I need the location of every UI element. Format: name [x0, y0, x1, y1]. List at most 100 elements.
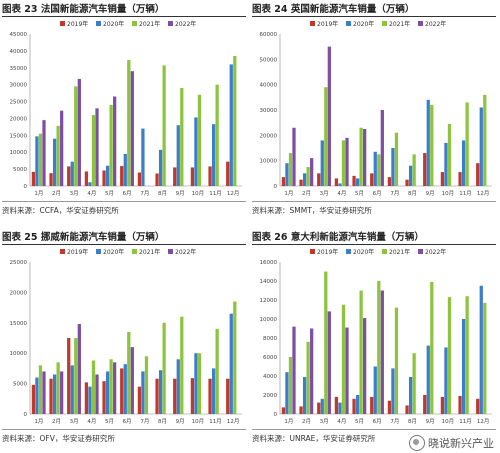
x-tick-label: 3月 — [70, 418, 79, 425]
panel-norway: 图表 25 挪威新能源汽车销量（万辆） 2019年 2020年 2021年 2022年… — [0, 228, 250, 453]
bar — [302, 173, 307, 186]
bar — [158, 149, 163, 186]
bar — [324, 271, 328, 414]
bar — [194, 353, 198, 414]
bar — [281, 407, 286, 414]
bar — [359, 290, 363, 414]
bar — [310, 328, 314, 414]
bar — [38, 133, 43, 186]
bar — [102, 170, 106, 186]
legend-label: 2021年 — [139, 248, 160, 256]
bar — [141, 371, 145, 414]
bar — [74, 338, 78, 414]
bar — [70, 161, 74, 186]
x-tick-label: 7月 — [390, 418, 399, 425]
legend-swatch — [346, 249, 351, 254]
y-tick-label: 30000 — [10, 83, 28, 89]
bar — [137, 172, 142, 186]
bar — [377, 154, 381, 186]
bar — [67, 338, 71, 414]
bar — [84, 382, 89, 414]
bar — [299, 406, 303, 414]
legend-label: 2022年 — [175, 248, 196, 256]
x-tick-label: 9月 — [426, 190, 435, 197]
bar — [56, 125, 60, 186]
bar — [123, 153, 127, 186]
bar — [77, 324, 81, 414]
bar — [412, 353, 416, 414]
bar — [447, 123, 452, 186]
y-tick-label: 35000 — [10, 66, 28, 72]
y-tick-label: 25000 — [10, 100, 28, 106]
x-tick-label: 6月 — [373, 418, 382, 425]
legend-swatch — [132, 249, 137, 254]
x-tick-label: 4月 — [337, 190, 346, 197]
x-tick-label: 3月 — [320, 418, 329, 425]
bar — [35, 377, 39, 414]
source-divider — [2, 201, 246, 202]
bar — [288, 153, 293, 186]
bar — [461, 140, 466, 186]
bar — [56, 362, 60, 414]
x-tick-label: 5月 — [105, 418, 114, 425]
source-note: 资料来源：OFV，华安证券研究所 — [2, 434, 115, 443]
legend-swatch — [346, 21, 351, 26]
x-tick-label: 10月 — [442, 418, 455, 425]
y-tick-label: 30000 — [260, 108, 278, 114]
bar — [35, 136, 39, 186]
bar — [310, 158, 314, 186]
bar — [215, 328, 219, 414]
watermark-text: 晓说新兴产业 — [428, 437, 494, 450]
bar — [38, 365, 43, 414]
y-tick-label: 15000 — [10, 133, 28, 139]
title-divider — [2, 16, 246, 17]
bar — [405, 179, 409, 186]
bar — [285, 163, 289, 186]
bar — [288, 357, 293, 414]
x-tick-label: 2月 — [52, 418, 61, 425]
y-tick-label: 25000 — [10, 260, 28, 266]
bar — [233, 301, 237, 414]
x-tick-label: 4月 — [87, 190, 96, 197]
y-tick-label: 0 — [274, 412, 278, 418]
legend-swatch — [168, 21, 173, 26]
bar — [461, 319, 466, 414]
bar — [387, 400, 392, 414]
bar — [373, 366, 377, 414]
legend-swatch — [96, 21, 101, 26]
bar — [180, 316, 184, 414]
bar — [77, 78, 81, 186]
bar — [74, 86, 78, 186]
y-tick-label: 60000 — [260, 32, 278, 38]
legend-swatch — [60, 249, 65, 254]
legend-label: 2019年 — [317, 248, 338, 256]
bar — [408, 376, 413, 414]
bar — [120, 368, 124, 414]
bar — [334, 396, 339, 414]
bar — [391, 148, 395, 186]
bar — [127, 331, 131, 414]
x-tick-label: 6月 — [373, 190, 382, 197]
legend-label: 2020年 — [353, 20, 374, 28]
y-tick-label: 0 — [24, 412, 28, 418]
bar — [444, 142, 448, 186]
panel-france: 图表 23 法国新能源汽车销量（万辆） 2019年 2020年 2021年 2022年… — [0, 0, 250, 225]
bar — [176, 359, 180, 414]
bar — [302, 376, 307, 414]
bar — [281, 177, 286, 186]
y-tick-label: 0 — [274, 184, 278, 190]
bar — [190, 378, 195, 414]
bar — [430, 281, 434, 414]
y-tick-label: 10000 — [10, 150, 28, 156]
bar — [479, 285, 483, 414]
bar — [42, 371, 46, 414]
legend-swatch — [382, 249, 387, 254]
bar — [426, 99, 430, 186]
legend-label: 2019年 — [67, 20, 88, 28]
legend-swatch — [310, 249, 315, 254]
bar — [162, 322, 166, 414]
chart-italy: 2019年 2020年 2021年 2022年 0 2000 4000 6000 8000 100… — [260, 248, 492, 425]
title-divider — [252, 16, 496, 17]
bar — [194, 117, 198, 186]
x-tick-label: 3月 — [320, 190, 329, 197]
